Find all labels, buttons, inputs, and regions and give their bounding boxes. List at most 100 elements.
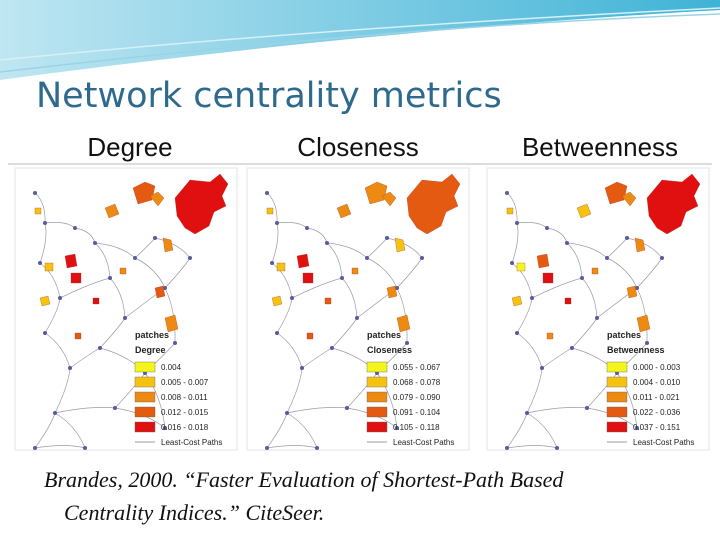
least-cost-path [94, 242, 136, 259]
patch-node [68, 366, 72, 370]
header-wave [0, 0, 720, 80]
least-cost-path [164, 257, 191, 289]
habitat-patch [646, 173, 701, 235]
patch-node [265, 446, 269, 450]
habitat-patch [381, 191, 397, 207]
patch-node [275, 221, 279, 225]
habitat-patch [119, 267, 127, 275]
legend-label: 0.008 - 0.011 [161, 393, 208, 402]
habitat-patch [506, 207, 514, 215]
least-cost-path [99, 317, 126, 349]
least-cost-path [271, 222, 279, 264]
least-cost-path [516, 332, 543, 369]
citation-line: Centrality Indices.” CiteSeer. [64, 500, 324, 525]
patch-node [505, 191, 509, 195]
legend-label: 0.016 - 0.018 [161, 423, 209, 432]
least-cost-path [636, 287, 648, 344]
least-cost-path [366, 257, 398, 289]
habitat-patch [154, 285, 166, 299]
least-cost-path [636, 257, 663, 289]
habitat-patch [336, 203, 352, 219]
habitat-patch [536, 253, 550, 269]
legend-swatch [606, 391, 628, 403]
least-cost-path [516, 297, 533, 334]
habitat-patch [74, 332, 82, 340]
habitat-patch [386, 285, 398, 299]
legend-swatch [134, 376, 156, 388]
legend-label: 0.011 - 0.021 [633, 393, 680, 402]
patch-node [275, 331, 279, 335]
habitat-patch [542, 272, 554, 284]
legend-swatch [366, 376, 388, 388]
least-cost-path [54, 407, 116, 414]
habitat-patch [604, 181, 628, 205]
patch-node [43, 331, 47, 335]
habitat-patch [516, 262, 526, 272]
least-cost-path [396, 287, 408, 344]
least-cost-path [566, 242, 608, 259]
habitat-patch [591, 267, 599, 275]
habitat-patch [626, 285, 638, 299]
patch-node [545, 226, 549, 230]
patch-node [585, 406, 589, 410]
habitat-patch [621, 191, 637, 207]
patch-node [530, 296, 534, 300]
habitat-patch [511, 295, 523, 307]
patch-node [355, 316, 359, 320]
least-cost-path [154, 237, 191, 259]
patch-node [605, 256, 609, 260]
patch-node [325, 241, 329, 245]
legend-swatch [134, 406, 156, 418]
legend-label: 0.068 - 0.078 [393, 378, 441, 387]
patch-node [330, 346, 334, 350]
least-cost-path [276, 297, 293, 334]
least-cost-path [286, 412, 318, 449]
least-cost-path [566, 242, 583, 279]
legend-title: patches [367, 330, 401, 340]
least-cost-path [546, 227, 568, 244]
panel-heading: Betweenness [522, 132, 678, 162]
least-cost-path [266, 412, 288, 449]
patch-node [510, 261, 514, 265]
habitat-patch [64, 253, 78, 269]
legend-swatch [366, 406, 388, 418]
patch-node [163, 286, 167, 290]
patch-node [540, 366, 544, 370]
least-cost-path [526, 367, 543, 414]
least-cost-path [54, 367, 71, 414]
habitat-patch [104, 203, 120, 219]
legend-field: Degree [135, 345, 166, 355]
patch-node [625, 236, 629, 240]
habitat-patch [92, 297, 100, 305]
legend-title: patches [607, 330, 641, 340]
habitat-patch [132, 181, 156, 205]
patch-node [38, 261, 42, 265]
habitat-patch [174, 173, 229, 235]
habitat-patch [394, 237, 406, 253]
legend-label: 0.037 - 0.151 [633, 423, 681, 432]
least-cost-path [44, 332, 71, 369]
patch-node [58, 296, 62, 300]
least-cost-path [586, 372, 618, 409]
legend-swatch [134, 361, 156, 373]
least-cost-path [511, 222, 519, 264]
habitat-patch [396, 314, 411, 333]
patch-node [395, 286, 399, 290]
patch-node [113, 406, 117, 410]
habitat-patch [44, 262, 54, 272]
legend-footer: Least-Cost Paths [161, 438, 222, 447]
habitat-patch [634, 237, 646, 253]
least-cost-path [164, 287, 176, 344]
legend-label: 0.012 - 0.015 [161, 408, 209, 417]
least-cost-path [291, 277, 343, 299]
least-cost-path [506, 445, 558, 449]
least-cost-path [606, 257, 638, 289]
patch-node [265, 191, 269, 195]
least-cost-path [59, 277, 111, 299]
least-cost-path [114, 372, 146, 409]
habitat-patch [306, 332, 314, 340]
legend-label: 0.005 - 0.007 [161, 378, 209, 387]
legend-label: 0.079 - 0.090 [393, 393, 441, 402]
slide-title: Network centrality metrics [36, 76, 502, 116]
least-cost-path [396, 257, 423, 289]
